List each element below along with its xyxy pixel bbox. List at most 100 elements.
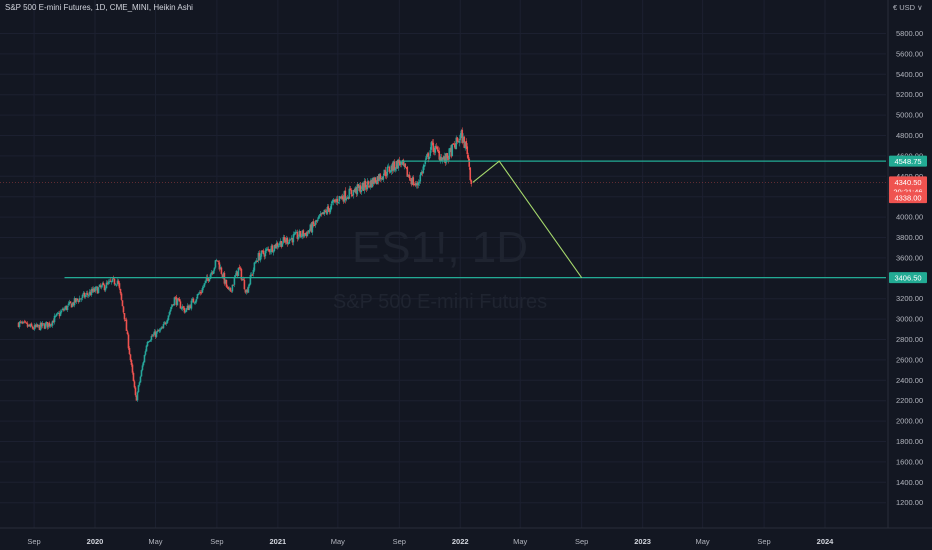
y-tick-label: 1400.00 <box>896 478 923 487</box>
candle-down <box>113 279 116 285</box>
candle-down <box>112 278 115 280</box>
candle-up <box>348 188 351 199</box>
candle-up <box>94 286 97 292</box>
candle-down <box>128 347 131 355</box>
candle-up <box>318 216 321 218</box>
candle-down <box>307 231 310 233</box>
candle-down <box>444 156 447 164</box>
y-tick-label: 2000.00 <box>896 417 923 426</box>
candle-up <box>57 313 60 315</box>
candle-down <box>229 288 232 291</box>
candle-down <box>99 285 102 287</box>
x-tick-label: Sep <box>757 537 770 546</box>
candle-up <box>201 288 204 293</box>
candle-up <box>389 171 392 173</box>
candle-up <box>247 286 250 293</box>
candle-down <box>74 298 77 303</box>
candle-down <box>364 180 367 188</box>
candle-down <box>438 151 441 160</box>
candle-down <box>79 298 82 300</box>
candle-up <box>81 294 84 299</box>
y-tick-label: 5400.00 <box>896 70 923 79</box>
candle-down <box>267 249 270 251</box>
candle-up <box>153 331 156 335</box>
candle-down <box>62 309 65 311</box>
candle-down <box>157 330 160 332</box>
candle-up <box>20 321 23 323</box>
candle-up <box>434 146 437 153</box>
candle-down <box>243 280 246 290</box>
y-tick-label: 2800.00 <box>896 335 923 344</box>
y-tick-label: 5000.00 <box>896 111 923 120</box>
candle-up <box>400 161 403 165</box>
y-tick-label: 5200.00 <box>896 90 923 99</box>
candle-up <box>41 323 44 327</box>
candle-up <box>63 308 66 311</box>
candle-up <box>54 315 57 317</box>
candle-up <box>204 280 207 284</box>
candle-up <box>186 305 189 309</box>
candle-down <box>416 183 419 186</box>
candle-up <box>423 164 426 167</box>
candle-down <box>34 325 37 327</box>
candle-up <box>428 156 431 159</box>
candle-up <box>361 182 364 189</box>
candle-down <box>305 232 308 237</box>
candle-down <box>70 303 73 308</box>
candle-up <box>352 190 355 196</box>
candle-down <box>344 190 347 201</box>
candle-up <box>235 270 238 276</box>
candle-up <box>170 306 173 310</box>
candle-up <box>167 315 170 321</box>
candle-up <box>166 319 169 323</box>
candle-up <box>143 354 146 363</box>
candle-down <box>72 302 75 306</box>
candle-up <box>214 260 217 268</box>
candle-down <box>355 187 358 194</box>
candle-up <box>300 236 303 238</box>
candle-down <box>322 212 325 215</box>
projection-path[interactable] <box>472 160 583 278</box>
candle-up <box>213 267 216 271</box>
candle-up <box>287 242 290 244</box>
candle-down <box>310 224 313 232</box>
candle-up <box>35 324 38 327</box>
candle-up <box>443 156 446 160</box>
candle-up <box>165 322 168 324</box>
candle-up <box>212 270 215 275</box>
candle-up <box>149 340 152 342</box>
candle-up <box>293 233 296 235</box>
candle-up <box>424 160 427 165</box>
y-tick-label: 4000.00 <box>896 213 923 222</box>
x-tick-label: May <box>513 537 527 546</box>
candle-up <box>253 262 256 271</box>
candle-down <box>232 284 235 286</box>
countdown-timer: 20:21:46 <box>893 187 922 196</box>
candle-up <box>137 385 140 392</box>
candle-down <box>359 185 362 193</box>
candle-up <box>45 322 48 324</box>
candle-up <box>51 320 54 326</box>
candle-up <box>390 165 393 172</box>
candle-down <box>456 137 459 142</box>
candle-up <box>208 278 211 282</box>
candle-up <box>73 298 76 306</box>
currency-selector[interactable]: € USD ∨ <box>893 3 923 12</box>
candle-up <box>395 160 398 169</box>
candle-down <box>291 238 294 243</box>
candle-down <box>466 146 469 155</box>
candle-up <box>332 199 335 203</box>
candle-up <box>314 221 317 226</box>
x-tick-label: May <box>695 537 709 546</box>
candle-down <box>106 282 109 284</box>
candle-up <box>140 370 143 377</box>
candle-up <box>152 334 155 336</box>
candle-up <box>279 241 282 245</box>
candle-down <box>200 292 203 294</box>
candle-down <box>353 190 356 192</box>
candle-up <box>60 310 63 313</box>
candle-down <box>339 196 342 198</box>
candle-down <box>347 197 350 199</box>
